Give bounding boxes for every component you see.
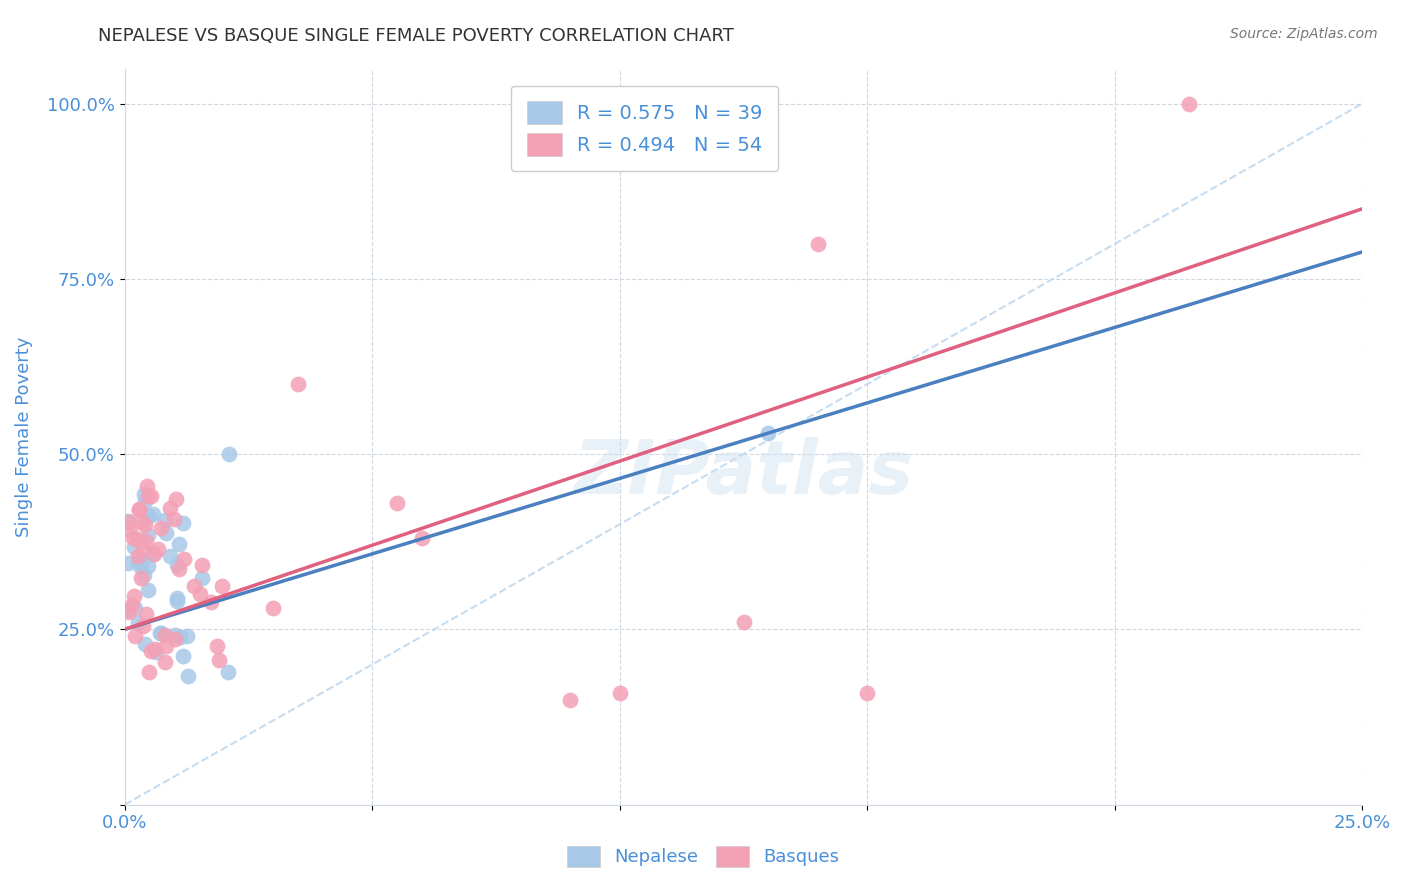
Point [166,591,188,605]
Point [124,600,146,615]
Point [127,616,149,631]
Y-axis label: Single Female Poverty: Single Female Poverty [15,336,32,537]
Point [143,642,166,657]
Point [609,685,631,699]
Point [205,639,228,653]
Point [136,582,159,597]
Point [172,516,194,531]
Point [172,648,194,663]
Point [122,540,145,554]
Point [169,631,191,645]
Point [856,685,879,699]
Point [411,531,433,545]
Point [167,561,190,575]
Point [155,526,177,541]
Point [188,587,211,601]
Point [149,626,172,640]
Point [131,554,153,568]
Point [117,556,139,570]
Point [218,447,240,461]
Point [136,489,159,503]
Point [153,513,176,527]
Point [176,629,198,643]
Point [756,426,779,441]
Point [159,549,181,563]
Point [134,637,156,651]
Point [163,512,186,526]
Point [134,517,156,532]
Point [131,516,153,530]
Point [142,507,165,521]
Point [167,537,190,551]
Point [120,523,142,537]
Point [807,236,830,251]
Point [121,531,143,545]
Point [138,665,160,679]
Point [124,629,146,643]
Point [128,502,150,516]
Point [118,605,141,619]
Point [132,542,155,557]
Point [733,615,755,630]
Point [117,514,139,528]
Point [134,533,156,548]
Point [134,487,156,501]
Point [262,601,284,615]
Point [132,568,155,582]
Point [142,547,165,561]
Point [385,496,408,510]
Point [139,489,162,503]
Point [200,595,222,609]
Point [166,594,188,608]
Point [166,558,188,573]
Point [191,558,214,572]
Point [121,598,143,612]
Point [149,625,172,640]
Point [191,571,214,585]
Point [153,655,176,669]
Point [148,542,170,557]
Point [118,515,141,529]
Point [129,571,152,585]
Text: Source: ZipAtlas.com: Source: ZipAtlas.com [1230,27,1378,41]
Point [217,665,239,679]
Point [560,692,582,706]
Point [208,652,231,666]
Point [163,632,186,646]
Point [177,669,200,683]
Point [127,549,149,564]
Point [115,603,138,617]
Point [165,492,187,507]
Point [173,552,195,566]
Point [142,547,165,561]
Point [139,644,162,658]
Point [131,619,153,633]
Point [1178,96,1201,111]
Point [145,645,167,659]
Point [183,579,205,593]
Point [159,501,181,516]
Legend: Nepalese, Basques: Nepalese, Basques [560,838,846,874]
Point [127,555,149,569]
Point [134,493,156,508]
Point [155,627,177,641]
Text: NEPALESE VS BASQUE SINGLE FEMALE POVERTY CORRELATION CHART: NEPALESE VS BASQUE SINGLE FEMALE POVERTY… [98,27,734,45]
Point [138,508,160,523]
Legend: R = 0.575   N = 39, R = 0.494   N = 54: R = 0.575 N = 39, R = 0.494 N = 54 [510,86,778,171]
Point [136,559,159,574]
Point [122,589,145,603]
Point [128,558,150,573]
Point [135,479,157,493]
Point [136,528,159,542]
Point [155,639,177,653]
Point [134,607,156,621]
Text: ZIPatlas: ZIPatlas [574,437,914,510]
Point [163,627,186,641]
Point [211,579,233,593]
Point [287,377,309,392]
Point [128,502,150,516]
Point [149,521,172,535]
Point [127,532,149,546]
